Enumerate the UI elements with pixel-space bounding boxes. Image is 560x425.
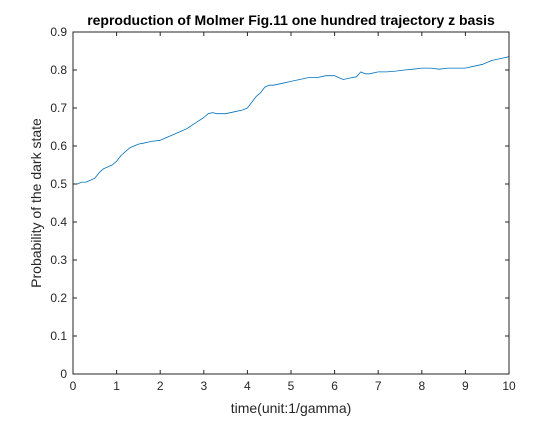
y-tick-label: 0.7 — [50, 101, 67, 115]
y-tick-label: 0.9 — [50, 25, 67, 39]
x-tick-label: 1 — [113, 379, 120, 393]
x-tick-label: 7 — [375, 379, 382, 393]
y-tick-label: 0.8 — [50, 63, 67, 77]
x-tick-label: 4 — [244, 379, 251, 393]
x-axis-label: time(unit:1/gamma) — [231, 400, 352, 416]
x-tick-label: 2 — [157, 379, 164, 393]
y-tick-label: 0.6 — [50, 139, 67, 153]
x-tick-label: 10 — [502, 379, 516, 393]
x-tick-label: 0 — [70, 379, 77, 393]
y-axis-label: Probability of the dark state — [28, 118, 44, 288]
y-tick-label: 0 — [60, 367, 67, 381]
y-tick-label: 0.5 — [50, 177, 67, 191]
x-tick-label: 3 — [200, 379, 207, 393]
y-tick-label: 0.4 — [50, 215, 67, 229]
y-tick-label: 0.3 — [50, 253, 67, 267]
data-series-line — [73, 56, 510, 185]
plot-area — [73, 32, 509, 374]
x-tick-label: 5 — [288, 379, 295, 393]
x-tick-label: 8 — [418, 379, 425, 393]
ticks-layer: 0 1 2 3 4 5 6 7 8 9 10 0 0.1 0.2 0.3 0.4 0.5 0.6 0.7 0.8 0.9 — [50, 25, 516, 393]
y-tick-label: 0.1 — [50, 329, 67, 343]
y-tick-label: 0.2 — [50, 291, 67, 305]
x-tick-label: 9 — [462, 379, 469, 393]
data-layer — [73, 56, 510, 185]
chart-title: reproduction of Molmer Fig.11 one hundre… — [87, 12, 495, 28]
x-tick-label: 6 — [331, 379, 338, 393]
